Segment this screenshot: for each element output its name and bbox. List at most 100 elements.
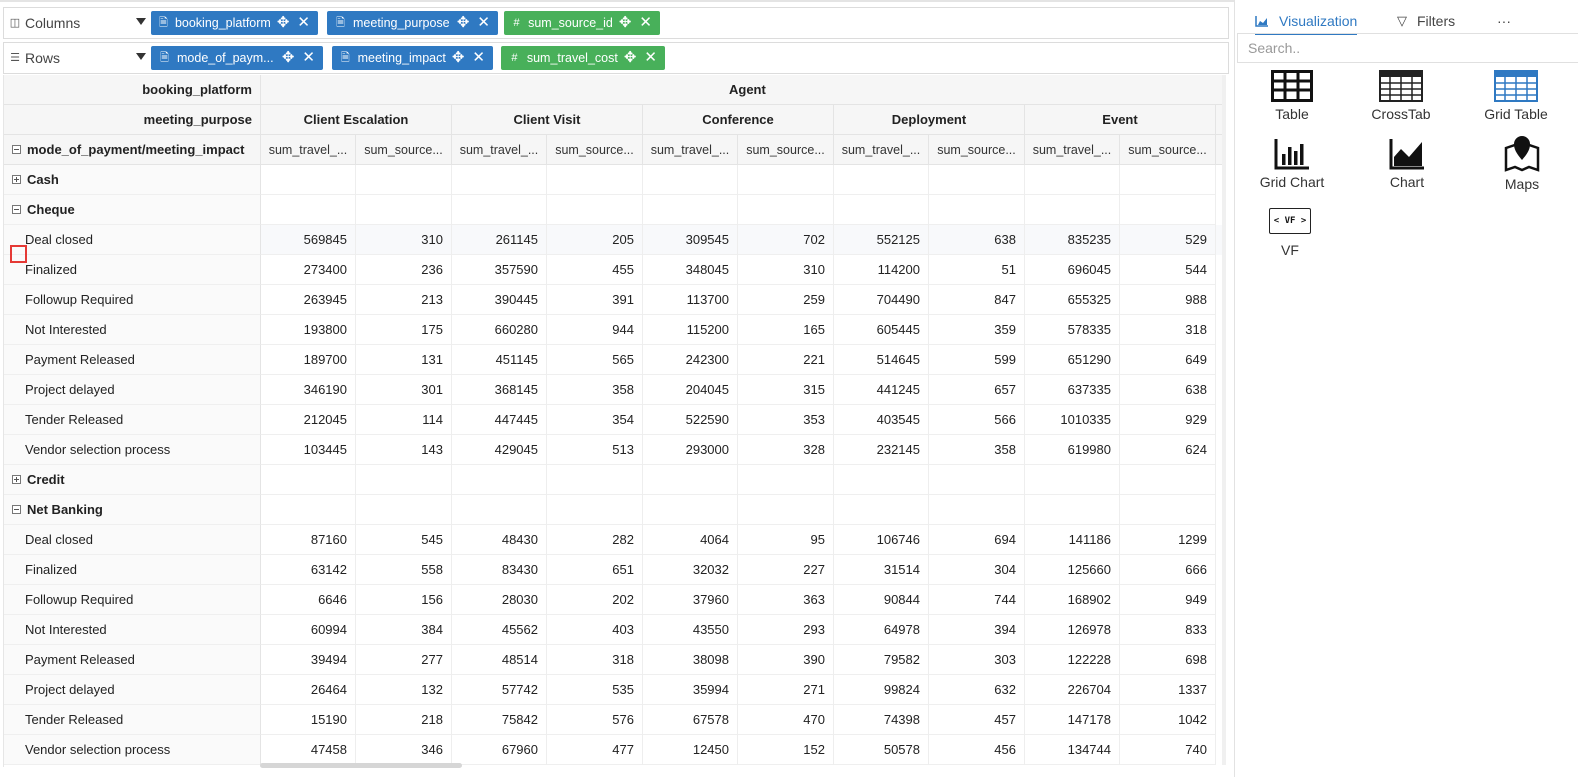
table-cell[interactable] <box>452 195 547 225</box>
table-cell[interactable]: 212045 <box>261 405 356 435</box>
table-cell[interactable]: 271 <box>738 675 834 705</box>
table-cell[interactable]: 293 <box>738 615 834 645</box>
move-icon[interactable]: ✥ <box>276 14 290 31</box>
table-cell[interactable]: 126978 <box>1025 615 1120 645</box>
expand-icon[interactable] <box>12 175 21 184</box>
table-cell[interactable]: 134744 <box>1025 735 1120 765</box>
table-cell[interactable]: 657 <box>929 375 1025 405</box>
table-cell[interactable]: 702 <box>738 225 834 255</box>
chevron-down-icon[interactable] <box>136 18 146 25</box>
table-cell[interactable]: 357590 <box>452 255 547 285</box>
table-cell[interactable]: 363 <box>738 585 834 615</box>
table-cell[interactable]: 835235 <box>1025 225 1120 255</box>
measure-header-source-id[interactable]: sum_source... <box>1120 135 1216 165</box>
table-cell[interactable]: 143 <box>356 435 452 465</box>
table-cell[interactable] <box>547 195 643 225</box>
table-cell[interactable]: 704490 <box>834 285 929 315</box>
table-cell[interactable]: 103445 <box>261 435 356 465</box>
table-cell[interactable] <box>356 495 452 525</box>
table-cell[interactable]: 698 <box>1120 645 1216 675</box>
measure-header-source-id[interactable]: sum_source... <box>356 135 452 165</box>
rows-shelf-dropdown[interactable]: ☰ Rows <box>4 43 149 73</box>
table-cell[interactable]: 660280 <box>452 315 547 345</box>
table-cell[interactable]: 359 <box>929 315 1025 345</box>
table-cell[interactable] <box>1120 465 1216 495</box>
more-options-button[interactable]: ··· <box>1497 10 1511 32</box>
table-cell[interactable] <box>643 165 738 195</box>
table-cell[interactable]: 456 <box>929 735 1025 765</box>
table-cell[interactable] <box>452 495 547 525</box>
table-cell[interactable]: 1337 <box>1120 675 1216 705</box>
table-cell[interactable] <box>929 465 1025 495</box>
table-cell[interactable]: 569845 <box>261 225 356 255</box>
viz-table[interactable]: Table <box>1247 70 1337 122</box>
table-cell[interactable]: 226704 <box>1025 675 1120 705</box>
table-cell[interactable]: 522590 <box>643 405 738 435</box>
move-icon[interactable]: ✥ <box>451 49 465 66</box>
tab-visualization[interactable]: Visualization <box>1255 10 1358 35</box>
table-cell[interactable]: 988 <box>1120 285 1216 315</box>
close-icon[interactable]: ✕ <box>302 49 315 66</box>
table-cell[interactable]: 578335 <box>1025 315 1120 345</box>
table-cell[interactable]: 384 <box>356 615 452 645</box>
horizontal-scrollbar[interactable] <box>260 763 462 768</box>
table-cell[interactable]: 470 <box>738 705 834 735</box>
move-icon[interactable]: ✥ <box>618 14 632 31</box>
pill-sum-travel-cost[interactable]: # sum_travel_cost ✥ ✕ <box>501 46 665 70</box>
table-cell[interactable] <box>1025 495 1120 525</box>
table-cell[interactable]: 261145 <box>452 225 547 255</box>
table-cell[interactable]: 141186 <box>1025 525 1120 555</box>
pill-sum-source-id[interactable]: # sum_source_id ✥ ✕ <box>504 11 660 35</box>
row-group-header[interactable]: Cash <box>4 165 261 195</box>
table-cell[interactable]: 218 <box>356 705 452 735</box>
table-cell[interactable]: 304 <box>929 555 1025 585</box>
table-cell[interactable]: 115200 <box>643 315 738 345</box>
table-cell[interactable]: 558 <box>356 555 452 585</box>
table-cell[interactable]: 637335 <box>1025 375 1120 405</box>
table-cell[interactable]: 114200 <box>834 255 929 285</box>
table-cell[interactable] <box>738 495 834 525</box>
row-dimension-header[interactable]: mode_of_payment/meeting_impact <box>4 135 261 165</box>
table-cell[interactable] <box>1120 495 1216 525</box>
table-cell[interactable]: 358 <box>547 375 643 405</box>
table-cell[interactable]: 232145 <box>834 435 929 465</box>
purpose-header[interactable]: Deployment <box>834 105 1025 135</box>
table-cell[interactable]: 259 <box>738 285 834 315</box>
table-cell[interactable]: 545 <box>356 525 452 555</box>
table-cell[interactable]: 310 <box>356 225 452 255</box>
table-cell[interactable]: 346190 <box>261 375 356 405</box>
measure-header-travel-cost[interactable]: sum_travel_... <box>452 135 547 165</box>
table-cell[interactable] <box>261 495 356 525</box>
table-cell[interactable]: 301 <box>356 375 452 405</box>
table-cell[interactable]: 67960 <box>452 735 547 765</box>
table-cell[interactable]: 451145 <box>452 345 547 375</box>
columns-shelf-dropdown[interactable]: ◫ Columns <box>4 8 149 38</box>
table-cell[interactable] <box>738 195 834 225</box>
table-cell[interactable]: 552125 <box>834 225 929 255</box>
table-cell[interactable] <box>1025 465 1120 495</box>
table-cell[interactable]: 113700 <box>643 285 738 315</box>
measure-header-source-id[interactable]: sum_source... <box>929 135 1025 165</box>
table-cell[interactable]: 165 <box>738 315 834 345</box>
table-cell[interactable]: 346 <box>356 735 452 765</box>
table-cell[interactable]: 125660 <box>1025 555 1120 585</box>
pill-booking-platform[interactable]: 🗎 booking_platform ✥ ✕ <box>151 11 318 35</box>
table-cell[interactable] <box>834 165 929 195</box>
table-cell[interactable]: 156 <box>356 585 452 615</box>
table-cell[interactable]: 63142 <box>261 555 356 585</box>
table-cell[interactable] <box>261 195 356 225</box>
table-cell[interactable]: 28030 <box>452 585 547 615</box>
vertical-scrollbar[interactable] <box>1222 75 1226 765</box>
close-icon[interactable]: ✕ <box>297 14 310 31</box>
table-cell[interactable]: 277 <box>356 645 452 675</box>
table-cell[interactable]: 403 <box>547 615 643 645</box>
table-cell[interactable]: 204045 <box>643 375 738 405</box>
table-cell[interactable]: 90844 <box>834 585 929 615</box>
table-cell[interactable]: 833 <box>1120 615 1216 645</box>
table-cell[interactable]: 847 <box>929 285 1025 315</box>
viz-crosstab[interactable]: CrossTab <box>1356 70 1446 122</box>
row-group-header[interactable]: Net Banking <box>4 495 261 525</box>
purpose-header[interactable]: Event <box>1025 105 1216 135</box>
table-cell[interactable]: 740 <box>1120 735 1216 765</box>
table-cell[interactable] <box>452 165 547 195</box>
